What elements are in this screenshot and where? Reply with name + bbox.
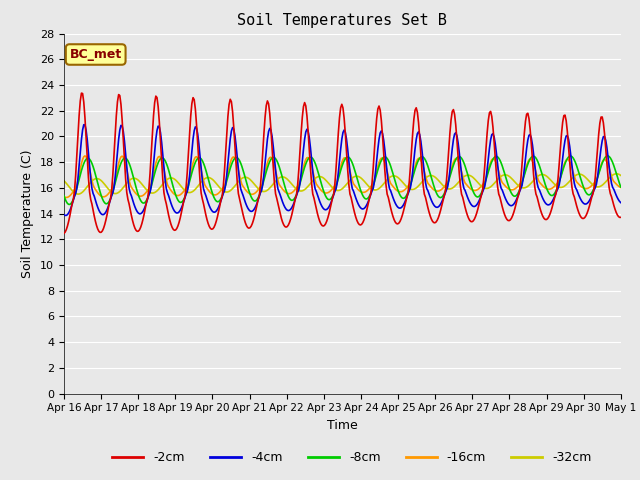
Legend: -2cm, -4cm, -8cm, -16cm, -32cm: -2cm, -4cm, -8cm, -16cm, -32cm (107, 446, 597, 469)
Title: Soil Temperatures Set B: Soil Temperatures Set B (237, 13, 447, 28)
Text: BC_met: BC_met (70, 48, 122, 61)
X-axis label: Time: Time (327, 419, 358, 432)
Y-axis label: Soil Temperature (C): Soil Temperature (C) (22, 149, 35, 278)
